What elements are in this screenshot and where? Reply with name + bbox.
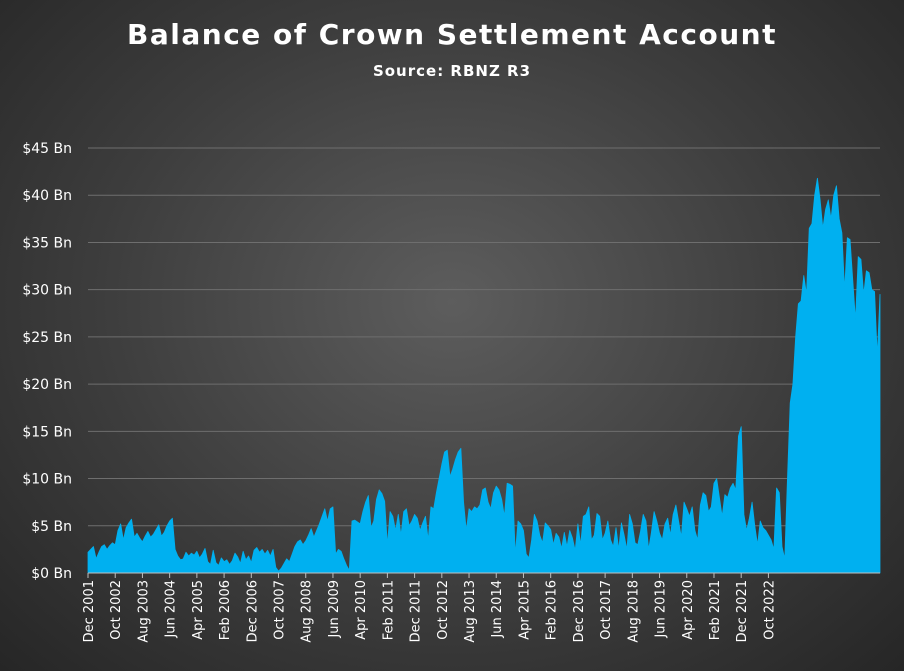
x-tick-label: Aug 2013 <box>463 580 478 643</box>
x-tick-label: Jun 2014 <box>490 580 505 639</box>
x-tick-label: Oct 2007 <box>273 580 288 640</box>
x-tick-label: Dec 2011 <box>409 580 424 642</box>
x-tick-label: Oct 2017 <box>599 580 614 640</box>
y-tick-label: $30 Bn <box>22 283 72 299</box>
x-tick-label: Jun 2019 <box>654 580 669 639</box>
y-tick-label: $10 Bn <box>22 472 72 488</box>
x-tick-label: Aug 2003 <box>136 580 151 643</box>
x-tick-label: Dec 2021 <box>735 580 750 642</box>
y-tick-label: $15 Bn <box>22 424 72 440</box>
y-tick-label: $5 Bn <box>31 519 72 535</box>
y-tick-label: $0 Bn <box>31 566 72 582</box>
x-tick-label: Oct 2022 <box>762 580 777 640</box>
gridlines <box>88 147 880 527</box>
x-tick-label: Feb 2021 <box>708 580 723 640</box>
x-tick-label: Apr 2010 <box>354 580 369 640</box>
y-tick-label: $20 Bn <box>22 377 72 393</box>
x-tick-label: Aug 2018 <box>626 580 641 643</box>
y-tick-label: $25 Bn <box>22 330 72 346</box>
chart-subtitle: Source: RBNZ R3 <box>372 62 532 80</box>
x-tick-label: Feb 2011 <box>381 580 396 640</box>
x-tick-label: Oct 2012 <box>436 580 451 640</box>
x-tick-label: Jun 2004 <box>164 580 179 639</box>
y-tick-label: $45 Bn <box>22 141 72 157</box>
x-tick-labels: Dec 2001 Oct 2002 Aug 2003 Jun 2004 Apr 2005… <box>82 580 777 643</box>
x-tick-label: Aug 2008 <box>300 580 315 643</box>
x-tick-label: Feb 2006 <box>218 580 233 640</box>
x-tick-label: Apr 2015 <box>517 580 532 640</box>
x-tick-label: Apr 2005 <box>191 580 206 640</box>
x-tick-label: Apr 2020 <box>681 580 696 640</box>
x-tick-label: Jun 2009 <box>327 580 342 639</box>
x-tick-label: Dec 2016 <box>572 580 587 642</box>
series-layer <box>87 177 881 574</box>
x-tick-label: Feb 2016 <box>545 580 560 640</box>
x-tick-label: Dec 2006 <box>245 580 260 642</box>
x-tick-label: Oct 2002 <box>109 580 124 640</box>
x-axis <box>87 572 880 578</box>
y-tick-label: $40 Bn <box>22 188 72 204</box>
x-tick-label: Dec 2001 <box>82 580 97 642</box>
y-tick-label: $35 Bn <box>22 235 72 251</box>
chart-title: Balance of Crown Settlement Account <box>127 18 777 51</box>
y-axis: $0 Bn $5 Bn $10 Bn $15 Bn $20 Bn $25 Bn $30 Bn… <box>22 141 72 582</box>
series-area <box>87 177 881 574</box>
